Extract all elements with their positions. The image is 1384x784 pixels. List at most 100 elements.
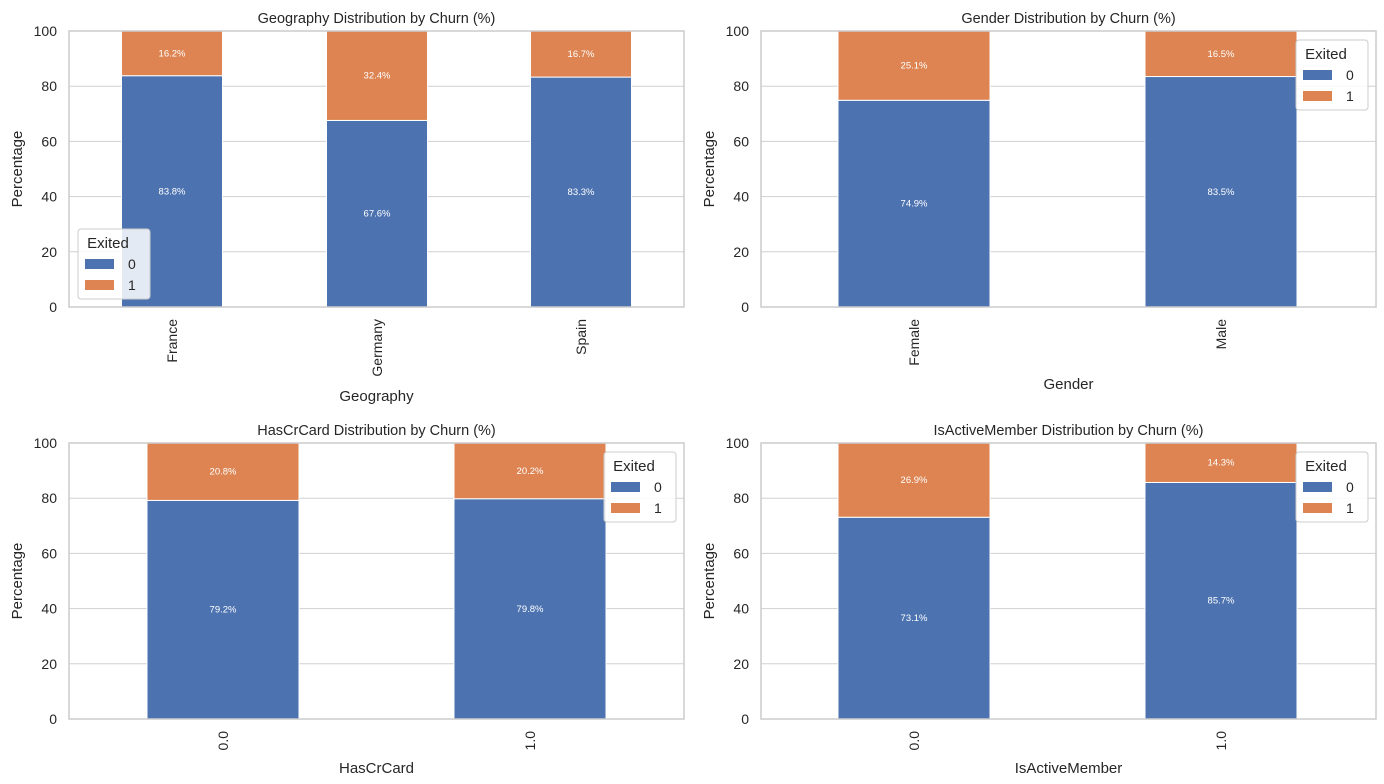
y-tick-label: 0	[741, 711, 749, 727]
y-tick-label: 20	[733, 244, 749, 260]
legend: Exited 0 1	[1295, 39, 1369, 111]
x-tick-label: Female	[906, 319, 922, 366]
legend-entry-label: 0	[128, 256, 136, 272]
legend: Exited 0 1	[77, 228, 151, 300]
bar-data-label: 73.1%	[901, 613, 928, 624]
bar-1-0-exited-1	[1144, 442, 1298, 483]
chart-title: IsActiveMember Distribution by Churn (%)	[934, 423, 1204, 439]
legend-entry-label: 1	[654, 500, 662, 516]
legend: Exited 0 1	[603, 451, 677, 523]
y-tick-label: 100	[34, 435, 58, 451]
bar-data-label: 79.2%	[210, 605, 237, 616]
y-axis-label: Percentage	[9, 543, 26, 620]
y-tick-label: 40	[733, 601, 749, 617]
bar-data-label: 16.2%	[159, 48, 186, 59]
bar-data-label: 79.8%	[517, 604, 544, 615]
bar-data-label: 83.5%	[1208, 187, 1235, 198]
bar-1-0-exited-1	[453, 442, 607, 500]
y-axis-label: Percentage	[701, 131, 718, 208]
legend-entry-label: 1	[1346, 88, 1354, 104]
y-tick-label: 60	[41, 545, 57, 561]
legend-swatch-exited-0	[1303, 482, 1332, 492]
y-tick-label: 0	[49, 299, 57, 315]
y-tick-label: 60	[41, 133, 57, 149]
bar-france-exited-1	[121, 30, 223, 77]
legend-entry-label: 0	[654, 479, 662, 495]
bar-data-label: 67.6%	[364, 209, 391, 220]
legend-entry-label: 0	[1346, 67, 1354, 83]
y-axis-label: Percentage	[701, 543, 718, 620]
bar-female-exited-0	[837, 99, 991, 308]
axes-frame	[68, 442, 685, 720]
bar-data-label: 74.9%	[901, 199, 928, 210]
y-tick-label: 20	[41, 244, 57, 260]
x-tick-label: France	[164, 319, 180, 363]
bar-data-label: 16.5%	[1208, 49, 1235, 60]
chart-title: Geography Distribution by Churn (%)	[258, 11, 496, 27]
y-tick-label: 100	[726, 435, 750, 451]
bar-data-label: 32.4%	[364, 71, 391, 82]
y-tick-label: 80	[733, 78, 749, 94]
x-tick-label: Male	[1213, 319, 1229, 350]
bar-data-label: 20.2%	[517, 466, 544, 477]
x-axis-label: IsActiveMember	[1015, 760, 1123, 777]
x-axis-label: Gender	[1043, 376, 1093, 393]
x-tick-label: Germany	[369, 319, 385, 377]
y-tick-label: 80	[41, 78, 57, 94]
bar-data-label: 25.1%	[901, 61, 928, 72]
bar-1-0-exited-0	[1144, 481, 1298, 720]
x-tick-label: 1.0	[522, 731, 538, 751]
legend-swatch-exited-1	[1303, 91, 1332, 101]
legend-swatch-exited-0	[85, 259, 114, 269]
legend-swatch-exited-0	[611, 482, 640, 492]
legend: Exited 0 1	[1295, 451, 1369, 523]
legend-swatch-exited-0	[1303, 70, 1332, 80]
bar-0-0-exited-0	[146, 499, 300, 720]
y-tick-label: 80	[41, 490, 57, 506]
legend-entry-label: 1	[1346, 500, 1354, 516]
chart-panel-1: 0 20 40 60 80 100 83.8% 16.2% France 67.6% 32.4% Ge…	[9, 11, 685, 405]
bar-0-0-exited-1	[146, 442, 300, 501]
y-tick-label: 40	[733, 189, 749, 205]
x-tick-label: 1.0	[1213, 731, 1229, 751]
bar-data-label: 16.7%	[568, 49, 595, 60]
y-tick-label: 80	[733, 490, 749, 506]
y-tick-label: 20	[41, 656, 57, 672]
legend-entry-label: 1	[128, 277, 136, 293]
legend-title: Exited	[613, 458, 655, 475]
y-tick-label: 0	[741, 299, 749, 315]
axes-frame	[760, 442, 1377, 720]
bar-male-exited-0	[1144, 76, 1298, 308]
legend-title: Exited	[87, 235, 129, 252]
legend-title: Exited	[1305, 46, 1347, 63]
x-tick-label: 0.0	[906, 731, 922, 751]
y-tick-label: 60	[733, 133, 749, 149]
bar-spain-exited-1	[530, 30, 632, 78]
y-tick-label: 0	[49, 711, 57, 727]
legend-title: Exited	[1305, 458, 1347, 475]
chart-panel-2: 0 20 40 60 80 100 74.9% 25.1% Female 83.5% 16.5% Ma…	[701, 11, 1377, 393]
axes-frame	[760, 30, 1377, 308]
bar-germany-exited-1	[326, 30, 428, 121]
y-tick-label: 100	[34, 23, 58, 39]
y-tick-label: 40	[41, 601, 57, 617]
chart-title: Gender Distribution by Churn (%)	[961, 11, 1175, 27]
bar-1-0-exited-0	[453, 498, 607, 720]
y-tick-label: 20	[733, 656, 749, 672]
axes-frame	[68, 30, 685, 308]
y-tick-label: 60	[733, 545, 749, 561]
chart-title: HasCrCard Distribution by Churn (%)	[257, 423, 496, 439]
legend-swatch-exited-1	[1303, 503, 1332, 513]
bar-data-label: 85.7%	[1208, 596, 1235, 607]
legend-entry-label: 0	[1346, 479, 1354, 495]
bar-data-label: 20.8%	[210, 467, 237, 478]
x-tick-label: Spain	[573, 319, 589, 355]
y-tick-label: 40	[41, 189, 57, 205]
bar-female-exited-1	[837, 30, 991, 101]
y-axis-label: Percentage	[9, 131, 26, 208]
legend-swatch-exited-1	[85, 280, 114, 290]
x-axis-label: Geography	[339, 388, 414, 405]
legend-swatch-exited-1	[611, 503, 640, 513]
chart-panel-4: 0 20 40 60 80 100 73.1% 26.9% 0.0 85.7% 14.3% 1.0 Is…	[701, 423, 1377, 777]
